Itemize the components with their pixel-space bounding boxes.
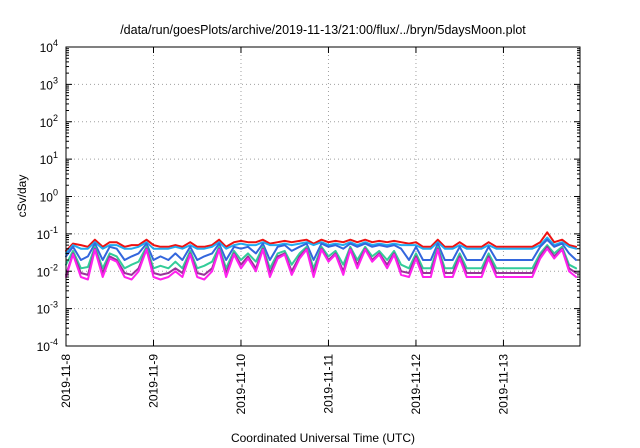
y-tick-label: 102 xyxy=(40,113,58,130)
series-line-6 xyxy=(65,247,578,281)
y-tick-label: 103 xyxy=(40,75,58,92)
x-tick-label: 2019-11-10 xyxy=(234,354,248,415)
series-line-3 xyxy=(65,238,578,261)
y-tick-label: 10-2 xyxy=(37,262,58,279)
x-tick-label: 2019-11-9 xyxy=(146,354,160,408)
y-tick-label: 10-1 xyxy=(37,225,58,242)
y-tick-label: 101 xyxy=(40,150,58,167)
chart-title: /data/run/goesPlots/archive/2019-11-13/2… xyxy=(120,23,526,37)
y-tick-label: 10-4 xyxy=(37,337,58,354)
axis-ticks xyxy=(65,46,580,347)
series-line-4 xyxy=(65,244,578,270)
series-line-2 xyxy=(65,236,578,255)
y-tick-label: 10-3 xyxy=(37,300,58,317)
y-tick-labels: 104 103 102 101 100 10-1 10-2 10-3 10-4 xyxy=(37,38,58,354)
plot-series xyxy=(65,231,578,281)
x-tick-label: 2019-11-13 xyxy=(496,354,510,415)
x-axis-label: Coordinated Universal Time (UTC) xyxy=(231,431,415,445)
x-tick-label: 2019-11-8 xyxy=(59,354,73,408)
x-tick-label: 2019-11-12 xyxy=(409,354,423,415)
x-tick-label: 2019-11-11 xyxy=(321,354,335,414)
y-tick-label: 100 xyxy=(40,188,58,205)
x-tick-labels: 2019-11-8 2019-11-9 2019-11-10 2019-11-11 20… xyxy=(59,354,510,415)
series-line-1 xyxy=(65,231,578,252)
y-axis-label: cSv/day xyxy=(15,175,29,218)
y-tick-label: 104 xyxy=(40,38,58,55)
